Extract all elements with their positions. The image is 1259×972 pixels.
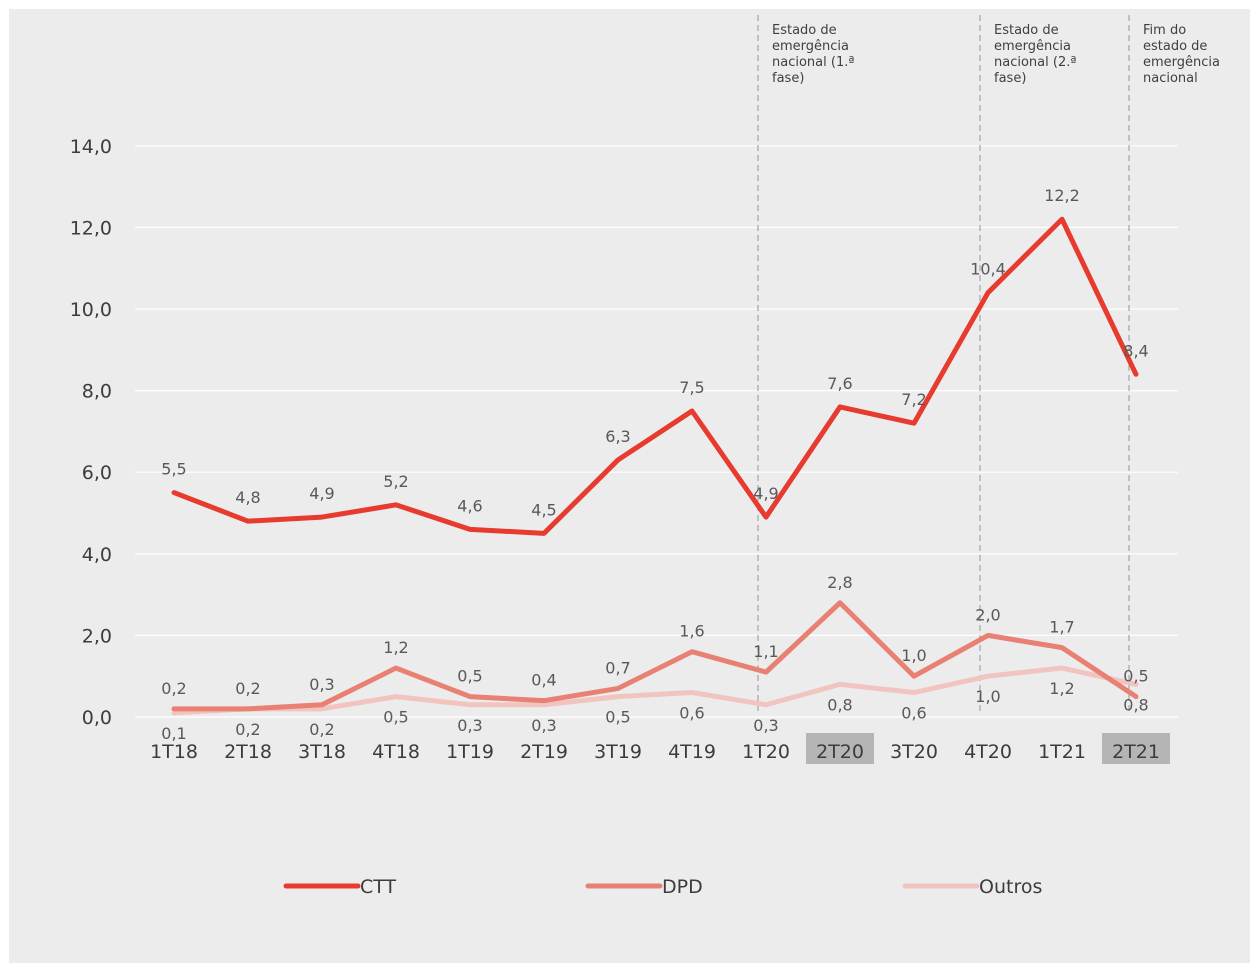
- y-tick-label: 6,0: [82, 462, 112, 484]
- data-label-outros: 0,5: [383, 708, 408, 727]
- annotation-text: fase): [772, 71, 804, 86]
- x-tick-label: 3T20: [890, 741, 938, 763]
- data-label-ctt: 4,9: [309, 484, 334, 503]
- data-label-outros: 0,5: [605, 708, 630, 727]
- x-tick-label: 2T18: [224, 741, 272, 763]
- data-label-ctt: 4,9: [753, 484, 778, 503]
- x-axis-ticks: 1T18 2T18 3T18 4T18 1T19 2T19 3T19 4T19 1T20 2T20…: [150, 733, 1170, 764]
- x-tick-label: 1T20: [742, 741, 790, 763]
- annotation-text: Fim do: [1143, 23, 1186, 38]
- series-lines: [171, 216, 1139, 716]
- data-label-ctt: 7,2: [901, 390, 926, 409]
- data-label-outros: 0,3: [531, 716, 556, 735]
- legend-label: CTT: [360, 876, 397, 898]
- x-tick-label: 3T18: [298, 741, 346, 763]
- annotation-text: fase): [994, 71, 1026, 86]
- data-label-ctt: 4,8: [235, 488, 260, 507]
- data-label-dpd: 1,1: [753, 642, 778, 661]
- x-tick-label: 2T19: [520, 741, 568, 763]
- data-label-dpd: 2,0: [975, 605, 1000, 624]
- legend-label: DPD: [662, 876, 703, 898]
- y-tick-label: 12,0: [70, 217, 112, 239]
- annotation-text: estado de: [1143, 39, 1207, 54]
- data-label-dpd: 1,7: [1049, 618, 1074, 637]
- y-tick-label: 2,0: [82, 625, 112, 647]
- series-line-outros: [171, 665, 1139, 716]
- data-label-dpd: 0,2: [161, 679, 186, 698]
- data-label-ctt: 7,6: [827, 374, 852, 393]
- annotation-text: nacional: [1143, 71, 1198, 86]
- x-tick-label: 2T20: [816, 741, 864, 763]
- data-label-outros: 0,1: [161, 724, 186, 743]
- data-label-ctt: 5,5: [161, 460, 186, 479]
- x-tick-label: 1T18: [150, 741, 198, 763]
- data-label-ctt: 4,6: [457, 496, 482, 515]
- data-label-dpd: 0,3: [309, 675, 334, 694]
- annotation-text: Estado de: [994, 23, 1059, 38]
- annotation-text: emergência: [1143, 55, 1220, 70]
- data-label-outros: 0,8: [827, 695, 852, 714]
- x-tick-label: 3T19: [594, 741, 642, 763]
- data-label-ctt: 6,3: [605, 427, 630, 446]
- highlight-box: [1102, 733, 1170, 764]
- data-label-dpd: 1,2: [383, 638, 408, 657]
- series-line-ctt: [171, 216, 1139, 536]
- grid-lines: [135, 145, 1178, 718]
- data-label-outros: 0,6: [901, 704, 926, 723]
- data-label-dpd: 0,7: [605, 658, 630, 677]
- data-label-outros: 0,2: [235, 720, 260, 739]
- data-label-dpd: 0,4: [531, 671, 556, 690]
- y-tick-label: 4,0: [82, 544, 112, 566]
- x-tick-label: 4T20: [964, 741, 1012, 763]
- data-labels: 5,5 4,8 4,9 5,2 4,6 4,5 6,3 7,5 4,9 7,6 7,2 10,4 12,…: [161, 186, 1148, 743]
- data-label-dpd: 0,5: [457, 667, 482, 686]
- legend-label: Outros: [979, 876, 1042, 898]
- data-label-outros: 0,8: [1123, 695, 1148, 714]
- data-label-outros: 1,0: [975, 687, 1000, 706]
- y-tick-label: 8,0: [82, 381, 112, 403]
- annotation-text: emergência: [772, 39, 849, 54]
- data-label-dpd: 0,2: [235, 679, 260, 698]
- y-tick-label: 14,0: [70, 136, 112, 158]
- data-label-outros: 0,6: [679, 704, 704, 723]
- data-label-dpd: 1,6: [679, 622, 704, 641]
- data-label-ctt: 7,5: [679, 378, 704, 397]
- x-tick-label: 1T19: [446, 741, 494, 763]
- data-label-ctt: 5,2: [383, 472, 408, 491]
- x-tick-label: 4T19: [668, 741, 716, 763]
- data-label-ctt: 8,4: [1123, 341, 1148, 360]
- data-label-ctt: 4,5: [531, 500, 556, 519]
- data-label-ctt: 10,4: [970, 260, 1006, 279]
- y-tick-label: 0,0: [82, 707, 112, 729]
- legend: CTT DPD Outros: [283, 876, 1042, 898]
- data-label-dpd: 0,5: [1123, 667, 1148, 686]
- y-axis-ticks: 0,0 2,0 4,0 6,0 8,0 10,0 12,0 14,0: [70, 136, 112, 729]
- x-tick-label: 1T21: [1038, 741, 1086, 763]
- data-label-outros: 1,2: [1049, 679, 1074, 698]
- annotation-text: Estado de: [772, 23, 837, 38]
- data-label-dpd: 2,8: [827, 573, 852, 592]
- data-label-ctt: 12,2: [1044, 186, 1080, 205]
- annotation-text: nacional (2.ª: [994, 55, 1076, 70]
- annotation-text: nacional (1.ª: [772, 55, 854, 70]
- y-tick-label: 10,0: [70, 299, 112, 321]
- data-label-outros: 0,3: [753, 716, 778, 735]
- series-line-dpd: [171, 600, 1139, 712]
- highlight-box: [806, 733, 874, 764]
- x-tick-label: 2T21: [1112, 741, 1160, 763]
- data-label-outros: 0,3: [457, 716, 482, 735]
- data-label-outros: 0,2: [309, 720, 334, 739]
- data-label-dpd: 1,0: [901, 646, 926, 665]
- chart-background: [9, 9, 1250, 963]
- annotation-text: emergência: [994, 39, 1071, 54]
- x-tick-label: 4T18: [372, 741, 420, 763]
